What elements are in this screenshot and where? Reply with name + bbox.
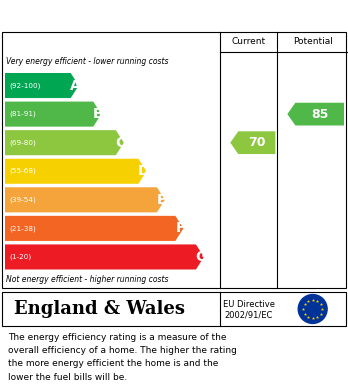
Text: Potential: Potential <box>293 38 333 47</box>
Text: E: E <box>157 193 167 207</box>
Polygon shape <box>5 216 183 241</box>
Text: Current: Current <box>232 38 266 47</box>
Text: F: F <box>176 221 185 235</box>
Text: EU Directive: EU Directive <box>223 300 275 309</box>
Text: (21-38): (21-38) <box>9 225 36 231</box>
Polygon shape <box>5 244 204 269</box>
Circle shape <box>298 294 327 323</box>
Text: (92-100): (92-100) <box>9 82 40 89</box>
Text: (1-20): (1-20) <box>9 254 31 260</box>
Text: The energy efficiency rating is a measure of the
overall efficiency of a home. T: The energy efficiency rating is a measur… <box>8 333 237 382</box>
Text: C: C <box>116 136 126 150</box>
Text: A: A <box>70 79 81 93</box>
Polygon shape <box>5 73 79 98</box>
Text: G: G <box>195 250 207 264</box>
Text: England & Wales: England & Wales <box>14 300 185 318</box>
Text: 85: 85 <box>311 108 329 120</box>
Polygon shape <box>230 131 275 154</box>
Polygon shape <box>5 159 147 184</box>
Polygon shape <box>5 130 124 155</box>
Text: (39-54): (39-54) <box>9 197 36 203</box>
Polygon shape <box>5 102 101 127</box>
Polygon shape <box>287 103 344 126</box>
Text: 70: 70 <box>248 136 266 149</box>
Text: Energy Efficiency Rating: Energy Efficiency Rating <box>10 7 220 23</box>
Text: Not energy efficient - higher running costs: Not energy efficient - higher running co… <box>6 276 168 285</box>
Text: Very energy efficient - lower running costs: Very energy efficient - lower running co… <box>6 57 168 66</box>
Text: (81-91): (81-91) <box>9 111 36 117</box>
Text: 2002/91/EC: 2002/91/EC <box>224 310 273 319</box>
Text: B: B <box>93 107 104 121</box>
Text: (69-80): (69-80) <box>9 140 36 146</box>
Polygon shape <box>5 187 165 212</box>
Text: (55-68): (55-68) <box>9 168 36 174</box>
Bar <box>2 292 346 326</box>
Text: D: D <box>138 164 149 178</box>
